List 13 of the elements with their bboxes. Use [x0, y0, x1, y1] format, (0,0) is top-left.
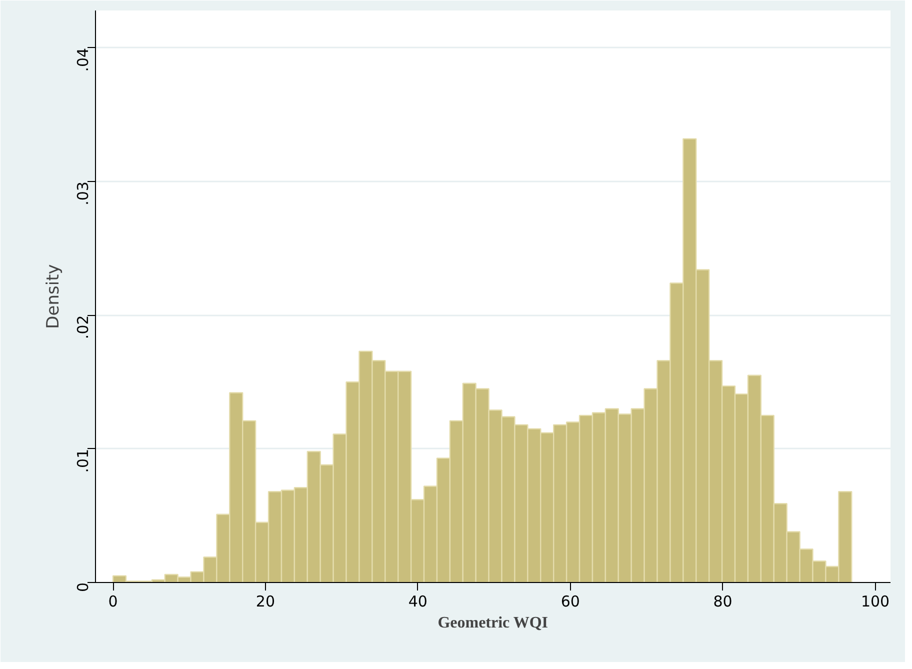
x-tick-label: 100 [860, 592, 890, 610]
y-tick-label: .03 [74, 182, 92, 206]
y-tick-label: .04 [74, 48, 92, 72]
x-tick-label: 0 [108, 592, 118, 610]
x-axis-title: Geometric WQI [438, 614, 548, 632]
x-tick-label: 80 [713, 592, 732, 610]
y-tick-label: .01 [74, 448, 92, 473]
y-tick-label: .02 [74, 315, 92, 340]
x-tick-label: 20 [256, 592, 276, 610]
y-tick-label: 0 [74, 582, 92, 592]
x-tick-label: 60 [560, 592, 580, 610]
x-tick-label: 40 [408, 592, 428, 610]
y-axis-title: Density [44, 264, 64, 329]
